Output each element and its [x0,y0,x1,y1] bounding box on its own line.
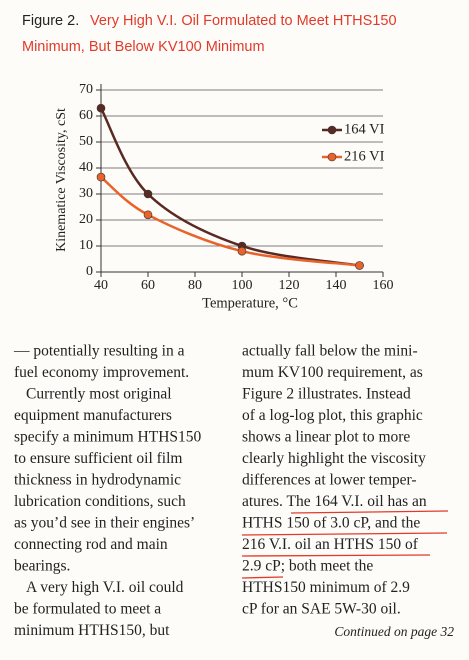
series-line [100,176,360,267]
legend-label: 164 VI [344,121,385,137]
x-tick-label: 40 [94,278,108,293]
series-line [99,107,360,267]
text-line: clearly highlight the viscosity [242,450,426,467]
text-line: bearings. [14,558,70,575]
text-line: of a log-log plot, this graphic [242,407,423,424]
text-line: Figure 2 illustrates. Instead [242,386,411,403]
figure-label: Figure 2. [22,13,79,29]
y-axis-label: Kinematice Viscosity, cSt [54,108,69,252]
continued-note: Continued on page 32 [334,624,454,639]
hand-underline [241,510,449,579]
text-line: — potentially resulting in a [13,343,185,360]
legend-marker [327,152,337,162]
text-line: as you’d see in their engines’ [14,515,195,532]
x-tick-label: 160 [373,278,394,293]
x-axis-label: Temperature, °C [202,295,298,311]
text-line: cP for an SAE 5W-30 oil. [242,601,401,618]
underline [241,576,284,579]
y-tick-label: 30 [79,186,93,201]
y-tick-label: 70 [79,82,93,97]
data-point [355,261,364,270]
x-tick-label: 100 [232,278,253,293]
text-line: be formulated to meet a [14,601,161,618]
text-line: 2.9 cP; both meet the [242,558,373,575]
text-line: HTHS 150 of 3.0 cP, and the [242,515,420,532]
underline [241,532,448,536]
x-tick-label: 80 [188,278,202,293]
underline [241,554,431,557]
data-point [96,103,106,113]
text-line: connecting rod and main [14,536,168,553]
x-tick-label: 120 [279,278,300,293]
text-line: Currently most original [26,386,172,403]
underline [290,510,449,514]
text-line: to ensure sufficient oil film [14,450,182,467]
chart-title: Very High V.I. Oil Formulated to Meet HT… [90,13,397,29]
text-line: minimum HTHS150, but [14,622,170,639]
y-tick-label: 60 [79,108,93,123]
data-point [143,210,153,220]
text-line: specify a minimum HTHS150 [14,429,202,446]
text-line: mum KV100 requirement, as [242,364,423,381]
y-tick-label: 40 [79,160,93,175]
data-point [96,172,106,182]
legend-marker [327,125,337,135]
x-tick-label: 60 [141,278,155,293]
data-point [237,246,247,256]
text-line: atures. The 164 V.I. oil has an [242,493,427,510]
text-line: thickness in hydrodynamic [14,472,181,489]
x-tick-label: 140 [326,278,347,293]
text-line: actually fall below the mini- [242,343,418,360]
legend-label: 216 VI [344,148,385,164]
text-line: 216 V.I. oil an HTHS 150 of [242,536,419,553]
data-point [143,189,153,199]
chart-title: Minimum, But Below KV100 Minimum [22,39,265,55]
text-line: shows a linear plot to more [242,429,410,446]
y-tick-label: 20 [79,212,93,227]
text-line: A very high V.I. oil could [26,579,184,596]
text-line: differences at lower temper- [242,472,417,489]
text-line: fuel economy improvement. [14,364,189,381]
y-tick-label: 50 [79,134,93,149]
text-line: lubrication conditions, such [14,493,186,510]
y-tick-label: 0 [86,264,93,279]
text-line: equipment manufacturers [14,407,172,424]
y-tick-label: 10 [79,238,93,253]
text-line: HTHS150 minimum of 2.9 [242,579,410,596]
